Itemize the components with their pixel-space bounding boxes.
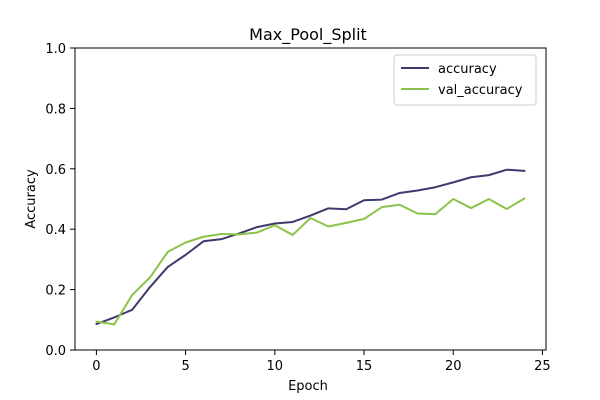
chart-title: Max_Pool_Split <box>249 25 367 45</box>
legend-box <box>393 54 537 106</box>
x-axis-label: Epoch <box>288 379 328 394</box>
y-axis-label: Accuracy <box>24 169 39 229</box>
legend-label-accuracy: accuracy <box>438 62 497 77</box>
x-tick-label: 0 <box>92 359 100 374</box>
y-tick-label: 0.0 <box>45 344 66 359</box>
x-tick-label: 10 <box>267 359 284 374</box>
x-tick-label: 5 <box>181 359 189 374</box>
plot-frame <box>74 47 547 351</box>
x-tick-label: 15 <box>356 359 373 374</box>
series-line-accuracy <box>95 168 526 326</box>
y-axis: 0.0 0.2 0.4 0.6 0.8 1.0 <box>45 42 75 359</box>
legend-label-val-accuracy: val_accuracy <box>438 83 523 98</box>
y-tick-label: 0.6 <box>45 163 66 178</box>
y-tick-label: 0.2 <box>45 284 66 299</box>
series-line-val-accuracy <box>95 197 526 326</box>
y-tick-label: 0.8 <box>45 102 66 117</box>
x-axis: 0 5 10 15 20 25 <box>92 350 551 374</box>
y-tick-label: 1.0 <box>45 42 66 57</box>
y-tick-label: 0.4 <box>45 223 66 238</box>
legend: accuracy val_accuracy <box>393 54 537 106</box>
x-tick-label: 25 <box>534 359 551 374</box>
plot-area <box>95 168 526 326</box>
x-tick-label: 20 <box>445 359 462 374</box>
